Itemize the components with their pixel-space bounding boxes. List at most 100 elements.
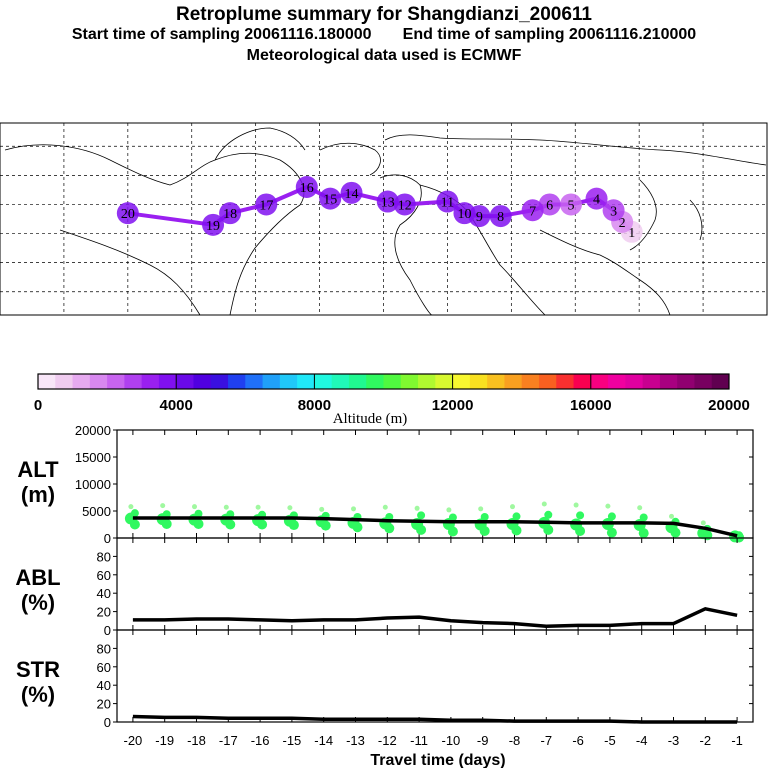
alt-scatter-point bbox=[543, 524, 554, 535]
alt-scatter-point bbox=[128, 504, 134, 510]
colorbar-cell bbox=[711, 374, 730, 389]
colorbar-cell bbox=[504, 374, 523, 389]
panel-ylabel: (%) bbox=[21, 590, 55, 615]
colorbar-cell bbox=[262, 374, 281, 389]
colorbar-cell bbox=[521, 374, 540, 389]
y-tick-label: 15000 bbox=[75, 450, 111, 465]
colorbar-cell bbox=[279, 374, 298, 389]
y-tick-label: 0 bbox=[104, 715, 111, 730]
alt-scatter-point bbox=[510, 504, 515, 510]
x-axis-label: Travel time (days) bbox=[370, 752, 505, 768]
alt-scatter-point bbox=[288, 520, 299, 531]
colorbar-cell bbox=[314, 374, 333, 389]
colorbar-cell bbox=[573, 374, 592, 389]
y-tick-label: 10000 bbox=[75, 477, 111, 492]
colorbar-tick-label: 8000 bbox=[298, 397, 331, 414]
colorbar-cell bbox=[400, 374, 419, 389]
alt-scatter-point bbox=[192, 504, 197, 510]
series-line bbox=[132, 714, 738, 724]
alt-scatter-point bbox=[416, 524, 427, 535]
panel-ylabel: (m) bbox=[21, 482, 55, 507]
y-tick-label: 20 bbox=[97, 605, 111, 620]
alt-scatter-point bbox=[447, 526, 458, 537]
cluster-label: 7 bbox=[529, 204, 536, 219]
alt-scatter-point bbox=[638, 528, 649, 539]
colorbar-cell bbox=[348, 374, 367, 389]
coastline bbox=[629, 179, 657, 251]
y-tick-label: 40 bbox=[97, 678, 111, 693]
x-tick-label: -20 bbox=[124, 733, 143, 748]
alt-scatter-point bbox=[669, 513, 674, 519]
colorbar-label: Altitude (m) bbox=[333, 411, 408, 427]
x-tick-label: -4 bbox=[636, 733, 648, 748]
colorbar-cell bbox=[435, 374, 454, 389]
y-tick-label: 80 bbox=[97, 641, 111, 656]
x-tick-label: -17 bbox=[219, 733, 238, 748]
cluster-circle bbox=[453, 202, 476, 225]
alt-scatter-point bbox=[446, 507, 452, 513]
cluster-circle bbox=[340, 181, 363, 204]
panel-title: ALT bbox=[17, 457, 59, 482]
colorbar-cell bbox=[556, 374, 575, 389]
panel-abl: 0 20 40 60 80 ABL(%) bbox=[15, 537, 754, 638]
cluster-circle bbox=[202, 213, 225, 236]
colorbar-cell bbox=[694, 374, 713, 389]
colorbar-tick-label: 16000 bbox=[570, 397, 612, 414]
alt-scatter-point bbox=[129, 519, 140, 530]
y-tick-label: 60 bbox=[97, 660, 111, 675]
alt-scatter-point bbox=[544, 510, 553, 519]
end-time-label: End time of sampling 20061116.210000 bbox=[402, 26, 697, 43]
colorbar-cell bbox=[418, 374, 436, 389]
colorbar-cell bbox=[487, 374, 505, 389]
map-coastlines bbox=[4, 127, 767, 316]
colorbar-cell bbox=[659, 374, 678, 389]
cluster-label: 5 bbox=[567, 198, 574, 213]
x-tick-label: -1 bbox=[731, 733, 743, 748]
colorbar-cell bbox=[228, 374, 246, 389]
altitude-colorbar: 0 4000 8000 12000 16000 20000 Altitude (m) bbox=[34, 373, 750, 427]
coastline bbox=[4, 144, 305, 316]
alt-scatter-point bbox=[417, 511, 426, 520]
cluster-label: 2 bbox=[619, 216, 626, 231]
x-tick-label: -19 bbox=[155, 733, 174, 748]
cluster-circle bbox=[489, 205, 512, 228]
cluster-label: 10 bbox=[457, 207, 471, 222]
cluster-label: 12 bbox=[398, 198, 412, 213]
cluster-label: 6 bbox=[546, 198, 553, 213]
x-tick-label: -13 bbox=[346, 733, 365, 748]
cluster-label: 8 bbox=[497, 210, 504, 225]
x-tick-label: -14 bbox=[314, 733, 333, 748]
colorbar-cell bbox=[297, 374, 315, 389]
coastline bbox=[384, 134, 767, 166]
coastline bbox=[539, 229, 671, 316]
alt-scatter-point bbox=[541, 501, 547, 507]
alt-scatter-point bbox=[479, 525, 490, 536]
colorbar-cell bbox=[331, 374, 350, 389]
cluster-label: 4 bbox=[593, 193, 600, 208]
alt-scatter-point bbox=[255, 504, 261, 510]
alt-scatter-point bbox=[382, 504, 388, 510]
cluster-label: 20 bbox=[121, 207, 135, 222]
colorbar-tick-label: 4000 bbox=[160, 397, 193, 414]
y-tick-label: 20000 bbox=[75, 423, 111, 438]
colorbar-cell bbox=[366, 374, 384, 389]
colorbar-cell bbox=[383, 374, 402, 389]
cluster-label: 11 bbox=[441, 196, 454, 211]
alt-scatter-point bbox=[225, 519, 236, 530]
cluster-label: 1 bbox=[628, 226, 635, 241]
alt-scatter-point bbox=[160, 503, 166, 509]
panel-title: STR bbox=[16, 657, 60, 682]
time-series-panels: 05000100001500020000ALT(m)020406080ABL(%… bbox=[15, 423, 754, 768]
y-tick-label: 0 bbox=[104, 623, 111, 638]
x-tick-label: -18 bbox=[187, 733, 206, 748]
colorbar-cell bbox=[538, 374, 557, 389]
alt-scatter-point bbox=[605, 503, 611, 509]
y-tick-label: 0 bbox=[104, 531, 111, 546]
cluster-circle bbox=[376, 190, 399, 213]
colorbar-tick-label: 0 bbox=[34, 397, 42, 414]
alt-scatter-point bbox=[223, 504, 229, 510]
colorbar-cell bbox=[245, 374, 264, 389]
